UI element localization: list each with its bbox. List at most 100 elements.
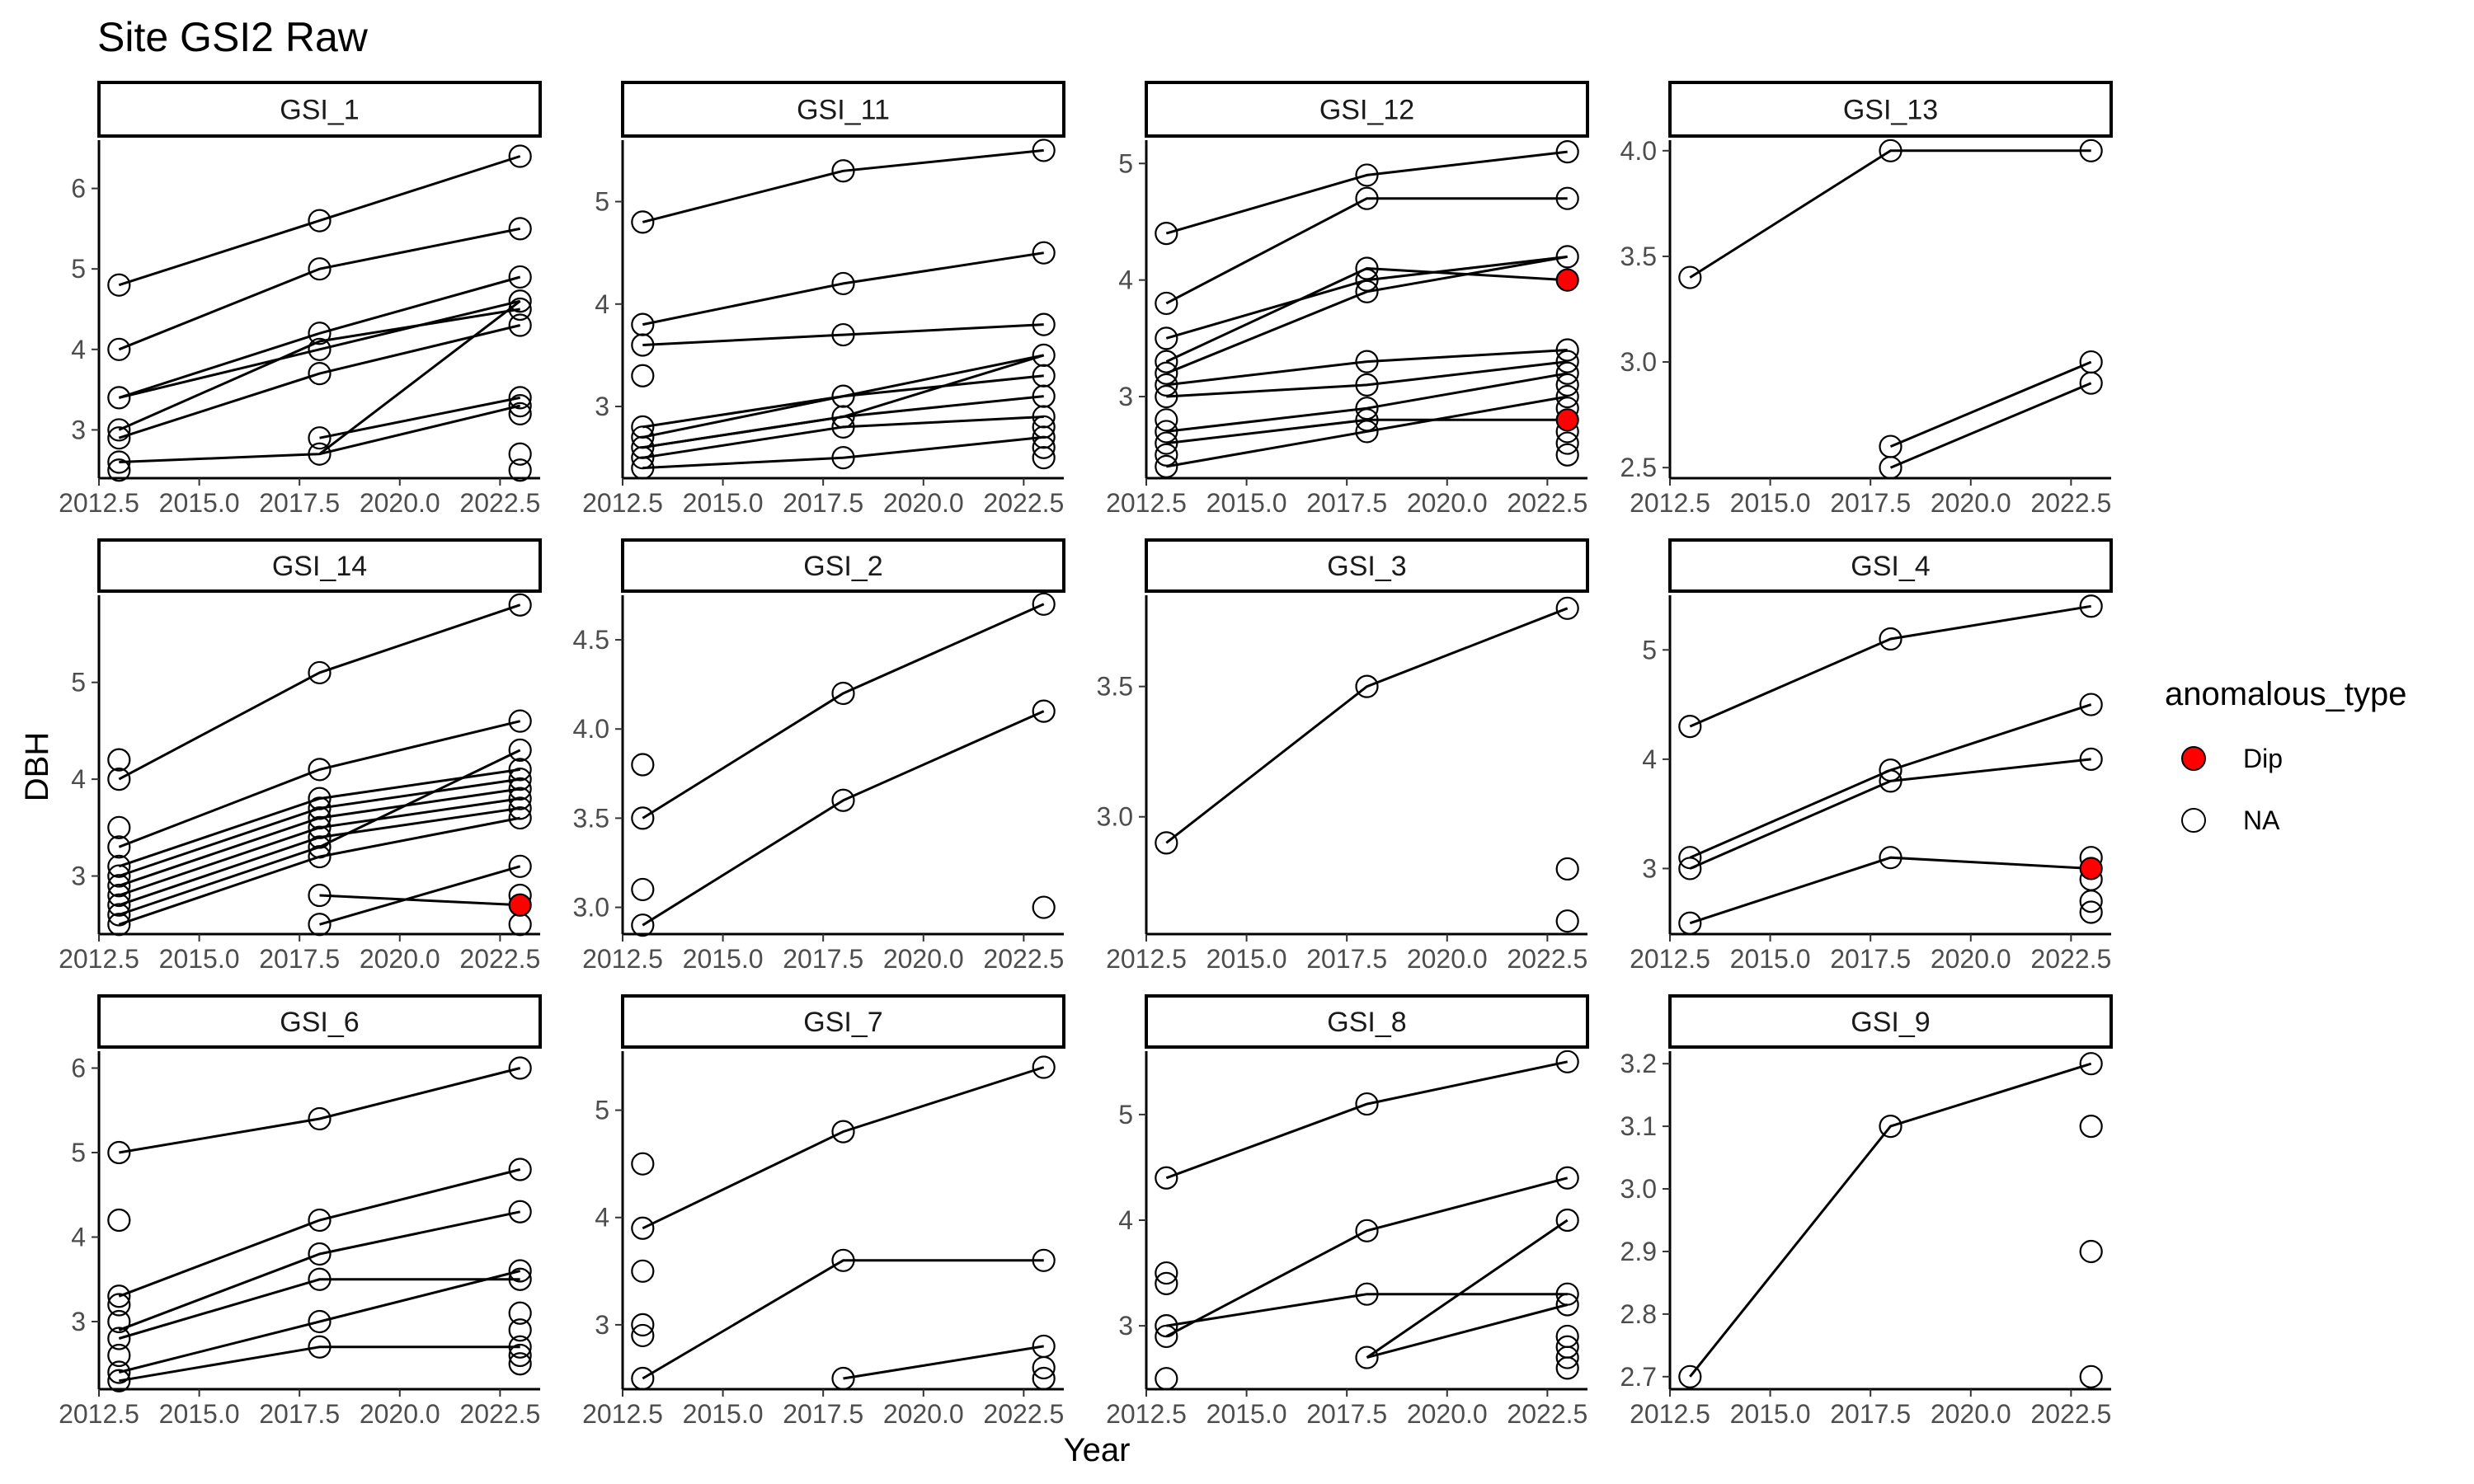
y-tick-label: 4	[1118, 1205, 1133, 1235]
observation-point	[1155, 1271, 1178, 1295]
x-tick-label: 2012.5	[1106, 488, 1187, 518]
x-tick-label: 2020.0	[1407, 944, 1488, 974]
legend-label-na: NA	[2243, 805, 2280, 835]
tree-growth-line	[119, 1345, 520, 1383]
observation-point	[1555, 596, 1579, 620]
observation-point	[508, 297, 532, 322]
facet-label: GSI_2	[803, 551, 882, 582]
tree-growth-line	[1166, 418, 1568, 445]
y-tick-label: 4.0	[573, 714, 609, 744]
facet-label: GSI_6	[280, 1007, 359, 1038]
y-tick-label: 4.5	[573, 625, 609, 655]
observation-point	[2079, 1239, 2103, 1264]
observation-point	[508, 805, 532, 830]
legend-key-dip	[2181, 746, 2206, 771]
observation-point	[308, 883, 332, 908]
observation-point	[1032, 1366, 1056, 1391]
observation-point	[508, 854, 532, 878]
y-tick-label: 6	[71, 1054, 86, 1083]
observation-point	[631, 806, 655, 830]
y-tick-label: 2.7	[1620, 1362, 1657, 1392]
observation-point	[1032, 895, 1056, 919]
panel-gsi-6: GSI_6 3 4 5 6 2012.5 2015.0 2017.5 2020.0 2022.5	[59, 994, 542, 1429]
observation-point	[308, 825, 332, 849]
x-tick-label: 2017.5	[259, 944, 340, 974]
observation-point	[1555, 1166, 1579, 1190]
observation-point	[831, 415, 855, 439]
observation-point	[1555, 140, 1579, 164]
observation-point	[831, 1248, 855, 1272]
observation-point	[1355, 1345, 1379, 1369]
y-axis-title: DBH	[19, 732, 55, 801]
observation-point	[1032, 241, 1056, 265]
observation-point	[631, 1323, 655, 1348]
tree-growth-line	[118, 806, 520, 907]
panel-gsi-8: GSI_8 3 4 5 2012.5 2015.0 2017.5 2020.0 2022.5	[1106, 994, 1589, 1429]
observation-point	[1155, 443, 1178, 467]
observation-point	[1032, 1055, 1056, 1079]
tree-growth-line	[1166, 1293, 1568, 1327]
observation-point	[107, 1343, 131, 1368]
y-tick-label: 4	[71, 335, 86, 364]
tree-growth-line	[642, 1066, 1045, 1230]
legend: anomalous_type Dip NA	[2165, 676, 2407, 835]
observation-point	[2079, 747, 2103, 771]
observation-point	[631, 1152, 655, 1176]
y-tick-label: 5	[1642, 635, 1657, 665]
tree-growth-line	[118, 720, 521, 848]
x-tick-label: 2020.0	[1407, 488, 1488, 518]
x-tick-label: 2020.0	[360, 944, 440, 974]
x-tick-label: 2020.0	[1931, 1399, 2011, 1429]
tree-growth-line	[1689, 604, 2091, 728]
x-tick-label: 2015.0	[159, 488, 240, 518]
x-tick-label: 2020.0	[1407, 1399, 1488, 1429]
observation-point	[508, 1343, 532, 1368]
legend-title: anomalous_type	[2165, 676, 2407, 712]
observation-point	[508, 217, 532, 241]
observation-point	[831, 1120, 855, 1144]
facet-strip	[1145, 538, 1589, 593]
x-tick-label: 2022.5	[983, 1399, 1064, 1429]
tree-growth-line	[642, 710, 1045, 927]
tree-growth-line	[1366, 1303, 1569, 1360]
tree-growth-line	[118, 1210, 521, 1331]
dip-anomaly-point	[508, 893, 532, 917]
tree-growth-line	[118, 1168, 521, 1298]
facet-strip	[621, 994, 1065, 1049]
observation-point	[1555, 1282, 1579, 1306]
x-tick-label: 2012.5	[1630, 944, 1710, 974]
observation-point	[631, 753, 655, 777]
observation-point	[508, 442, 532, 466]
facet-label: GSI_11	[797, 95, 890, 126]
observation-point	[1355, 397, 1379, 420]
y-tick-label: 4	[71, 1223, 86, 1252]
y-tick-label: 3.0	[1620, 1174, 1657, 1204]
observation-point	[1879, 456, 1903, 480]
observation-point	[631, 1313, 655, 1337]
x-tick-label: 2012.5	[1106, 944, 1187, 974]
observation-point	[107, 883, 131, 908]
observation-point	[1032, 415, 1056, 439]
tree-growth-line	[1166, 372, 1568, 433]
observation-point	[1155, 454, 1178, 478]
observation-point	[308, 913, 332, 937]
observation-point	[631, 435, 655, 459]
observation-point	[631, 913, 655, 937]
observation-point	[1155, 1314, 1178, 1338]
observation-point	[1355, 1092, 1379, 1116]
observation-point	[107, 913, 131, 937]
x-tick-label: 2015.0	[1730, 944, 1811, 974]
observation-point	[107, 1293, 131, 1317]
x-tick-label: 2015.0	[1206, 1399, 1287, 1429]
observation-point	[2079, 371, 2103, 395]
x-tick-label: 2012.5	[1630, 488, 1710, 518]
y-tick-label: 5	[1118, 1100, 1133, 1129]
x-tick-label: 2022.5	[1507, 944, 1587, 974]
tree-growth-line	[1165, 266, 1568, 363]
observation-point	[508, 1200, 532, 1223]
observation-point	[1032, 435, 1056, 459]
observation-point	[1555, 361, 1579, 385]
facet-label: GSI_8	[1327, 1007, 1406, 1038]
observation-point	[831, 405, 855, 429]
x-tick-label: 2012.5	[1106, 1399, 1187, 1429]
